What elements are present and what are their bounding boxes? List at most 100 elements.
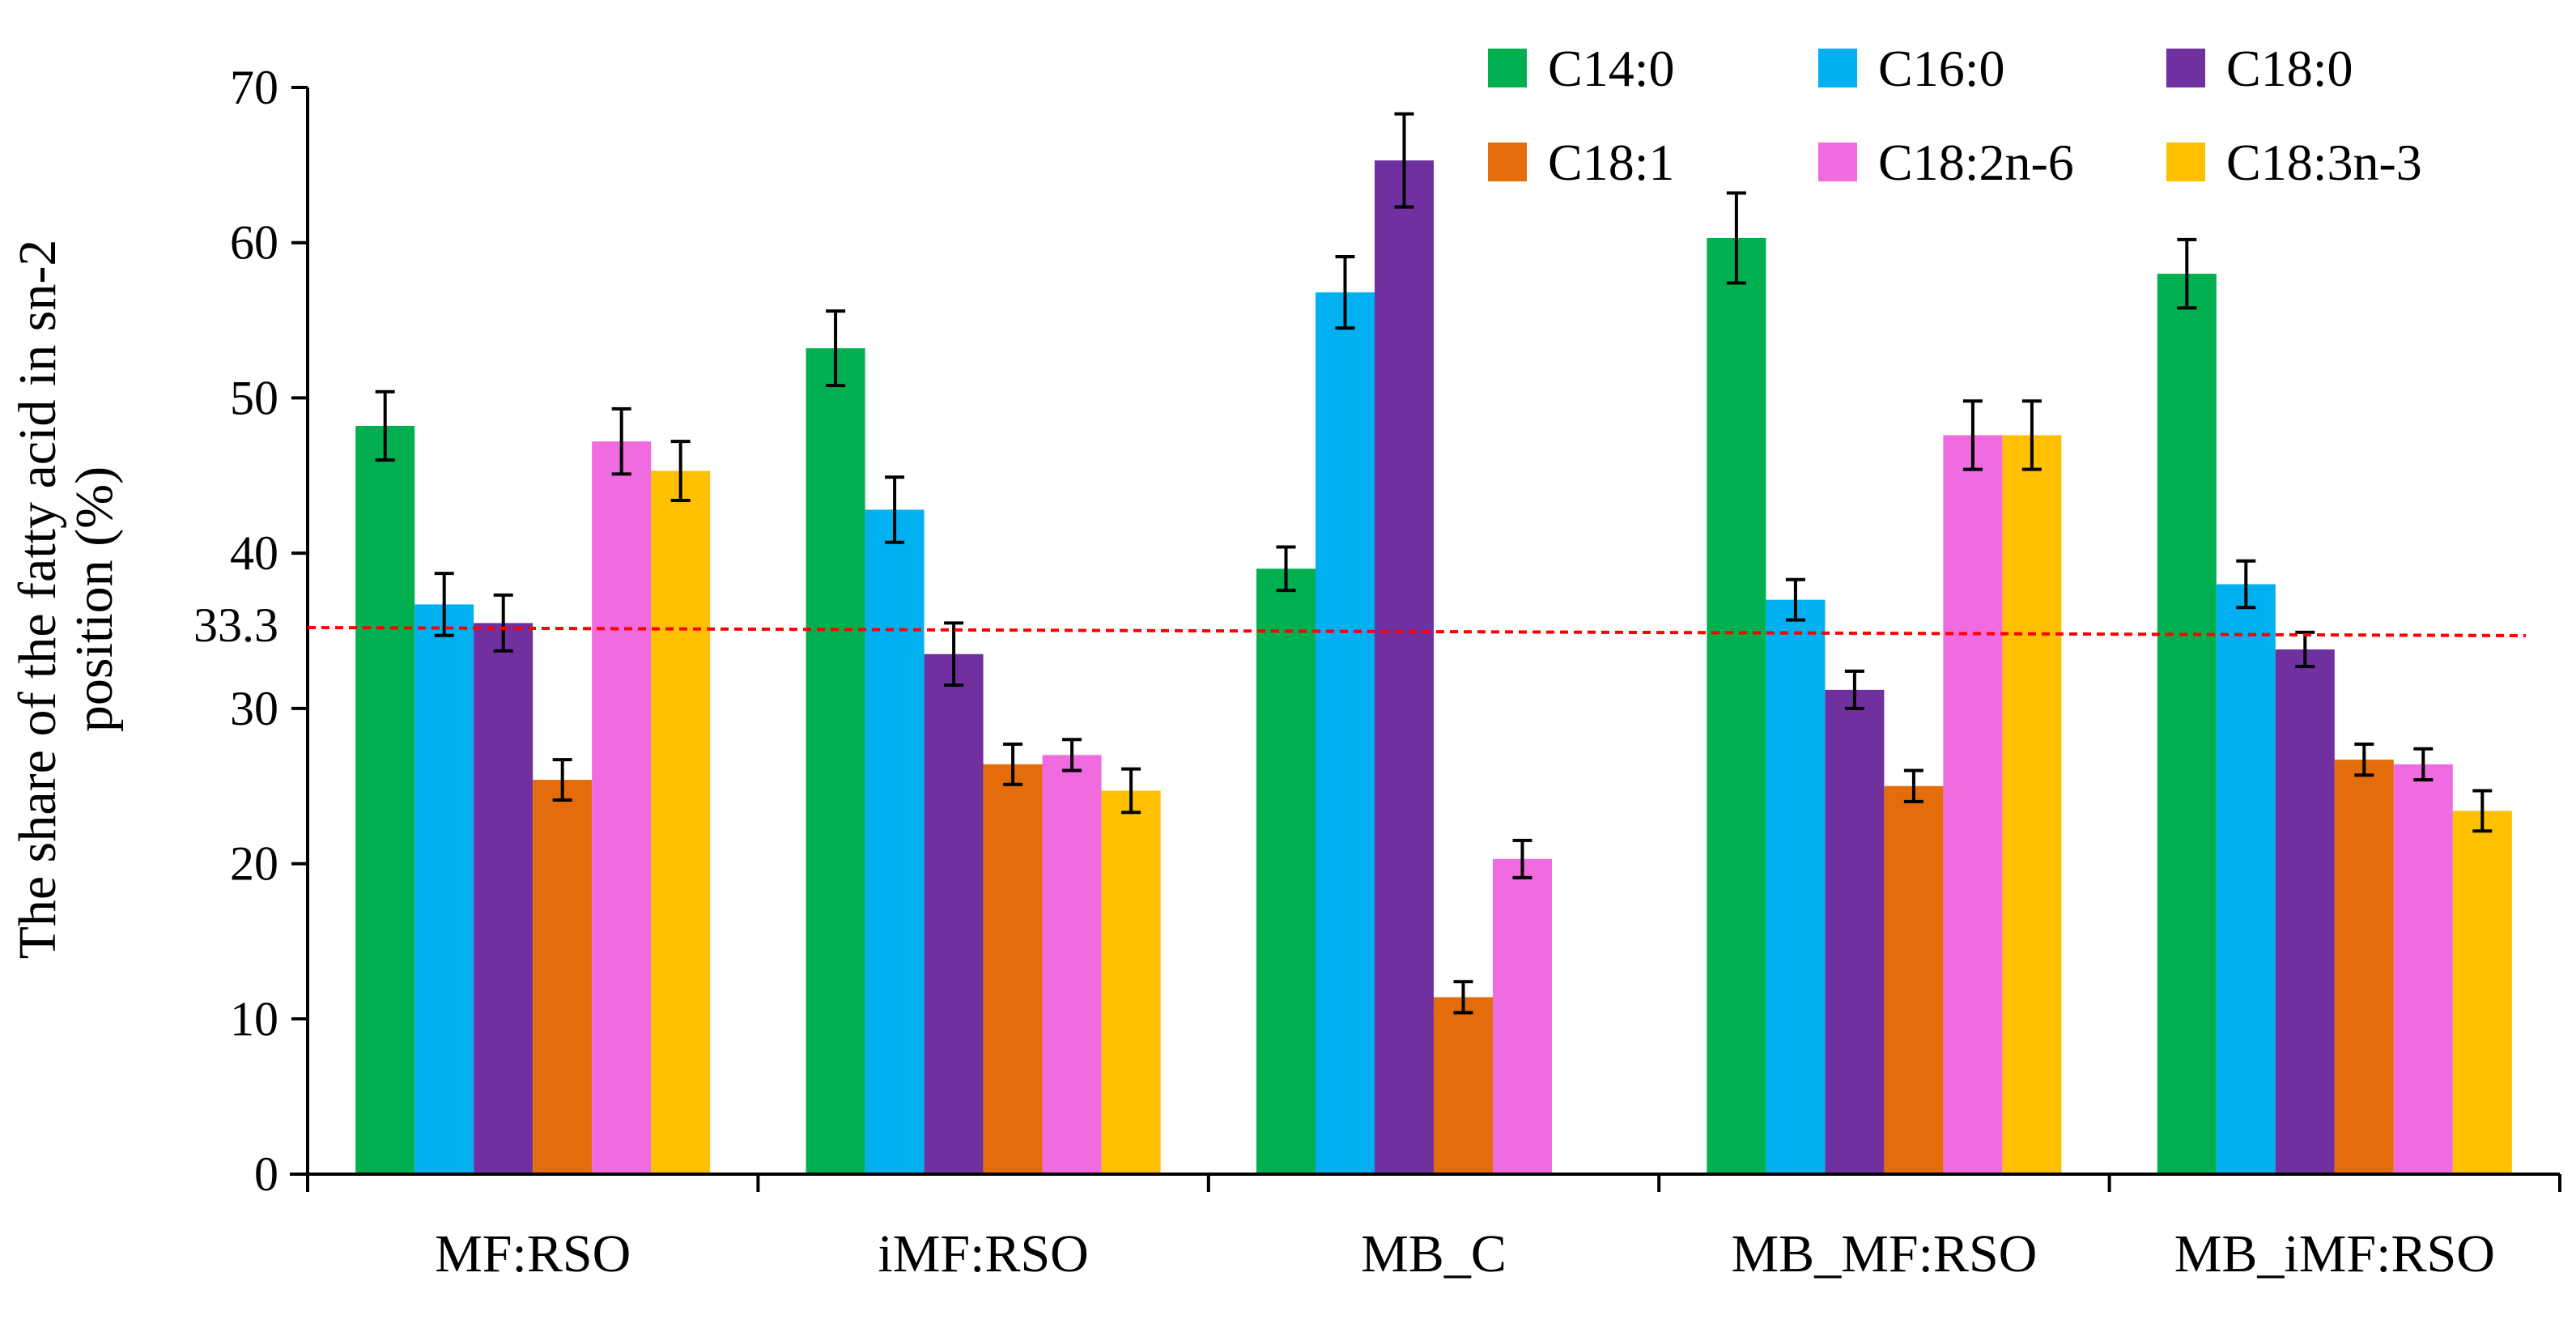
x-category-label-imf-rso: iMF:RSO [878,1224,1088,1283]
bar-mb-mf-rso-c16-0 [1766,599,1826,1174]
legend: C14:0 C16:0 C18:0 C18:1 C18:2n-6 C18:3n-3 [1488,40,2422,191]
y-ticks-layer: 0 10 20 30 40 50 60 70 [230,61,308,1201]
bar-imf-rso-c16-0 [865,509,925,1174]
error-bar-mb-imf-rso-c18-2n-6 [2413,747,2434,782]
legend-item-c18-0: C18:0 [2166,40,2353,97]
error-bar-mf-rso-c16-0 [434,572,454,637]
bar-mb-mf-rso-c18-0 [1825,689,1885,1174]
bar-mb-imf-rso-c18-1 [2334,760,2394,1174]
legend-swatch-c18-1 [1488,143,1527,181]
y-tick-label-10: 10 [230,992,278,1045]
bar-mf-rso-c16-0 [414,604,474,1174]
error-bar-mb-mf-rso-c16-0 [1785,577,1805,622]
legend-item-c14-0: C14:0 [1488,40,1674,97]
bar-mf-rso-c18-2n-6 [592,441,652,1174]
error-bar-imf-rso-c18-0 [944,621,964,687]
y-tick-label-40: 40 [230,526,278,580]
error-bar-mb-mf-rso-c18-1 [1903,768,1923,803]
y-tick-label-30: 30 [230,682,278,735]
error-bar-mb-mf-rso-c18-3n-3 [2021,399,2042,471]
legend-swatch-c16-0 [1818,49,1857,87]
legend-label-c18-0: C18:0 [2226,40,2353,97]
x-category-label-mb-mf-rso: MB_MF:RSO [1731,1224,2037,1283]
legend-swatch-c18-2n-6 [1818,143,1857,181]
bar-mb-mf-rso-c14-0 [1707,237,1766,1174]
bar-mb-mf-rso-c18-2n-6 [1943,435,2003,1174]
bar-mf-rso-c18-0 [474,623,533,1174]
legend-swatch-c14-0 [1488,49,1527,87]
legend-swatch-c18-0 [2166,49,2205,87]
y-tick-label-0: 0 [254,1147,278,1201]
bar-mb-c-c16-0 [1316,292,1375,1174]
y-axis-title-line-1: The share of the fatty acid in sn-2 [8,240,67,960]
error-bar-mf-rso-c18-0 [493,593,513,653]
bar-mf-rso-c18-3n-3 [651,470,711,1174]
bar-imf-rso-c18-0 [924,653,984,1174]
bar-mb-imf-rso-c18-0 [2275,649,2335,1174]
error-bar-mb-mf-rso-c18-0 [1844,669,1864,710]
error-bar-mf-rso-c14-0 [375,389,395,462]
reference-line-layer: 33.3 [193,598,2527,652]
error-bar-imf-rso-c18-2n-6 [1062,738,1082,773]
bar-mb-c-c18-0 [1375,160,1434,1174]
legend-label-c18-2n-6: C18:2n-6 [1878,134,2074,191]
error-bar-mb-imf-rso-c14-0 [2177,237,2197,310]
error-bar-mb-c-c18-1 [1453,980,1473,1015]
y-tick-label-60: 60 [230,216,278,270]
reference-line-label: 33.3 [193,598,278,652]
y-tick-label-50: 50 [230,371,278,424]
bar-mf-rso-c18-1 [533,780,593,1174]
bar-mb-mf-rso-c18-1 [1884,785,1944,1174]
legend-item-c18-1: C18:1 [1488,134,1674,191]
error-bar-imf-rso-c18-1 [1003,742,1023,786]
error-bars-layer [375,112,2493,1015]
bar-mb-imf-rso-c16-0 [2216,584,2276,1174]
legend-label-c14-0: C14:0 [1548,40,1674,97]
error-bar-mb-imf-rso-c16-0 [2236,559,2256,610]
error-bar-mb-imf-rso-c18-0 [2295,630,2315,669]
bar-mb-c-c18-1 [1434,997,1493,1174]
legend-label-c16-0: C16:0 [1878,40,2004,97]
error-bar-mb-c-c16-0 [1335,254,1355,330]
bar-mb-c-c18-2n-6 [1493,858,1552,1174]
bar-imf-rso-c18-3n-3 [1101,790,1161,1174]
x-category-label-mb-c: MB_C [1361,1224,1507,1283]
legend-item-c18-2n-6: C18:2n-6 [1818,134,2074,191]
error-bar-mf-rso-c18-1 [552,758,572,802]
x-category-label-mb-imf-rso: MB_iMF:RSO [2174,1224,2495,1283]
x-category-label-mf-rso: MF:RSO [435,1224,631,1283]
y-tick-label-70: 70 [230,61,278,114]
error-bar-mb-mf-rso-c14-0 [1726,191,1746,285]
axes-layer [290,87,2560,1192]
bar-imf-rso-c14-0 [806,348,865,1175]
bar-mb-imf-rso-c18-3n-3 [2452,811,2512,1174]
reference-line-33-3 [307,626,2527,637]
bar-mb-imf-rso-c18-2n-6 [2393,764,2453,1174]
bar-mb-imf-rso-c14-0 [2157,274,2217,1174]
y-tick-label-20: 20 [230,837,278,891]
error-bar-imf-rso-c14-0 [826,309,846,388]
bar-imf-rso-c18-1 [983,764,1043,1174]
y-axis-title: The share of the fatty acid in sn-2 posi… [8,240,124,960]
legend-item-c16-0: C16:0 [1818,40,2004,97]
error-bar-mf-rso-c18-3n-3 [670,440,691,502]
error-bar-mb-mf-rso-c18-2n-6 [1962,399,1983,471]
error-bar-mb-c-c18-0 [1394,112,1414,209]
legend-label-c18-1: C18:1 [1548,134,1674,191]
error-bar-imf-rso-c16-0 [885,475,905,544]
error-bar-mb-imf-rso-c18-3n-3 [2472,789,2493,833]
error-bar-mb-c-c14-0 [1276,545,1296,593]
bar-imf-rso-c18-2n-6 [1042,755,1102,1174]
error-bar-mf-rso-c18-2n-6 [611,406,631,476]
y-axis-title-line-2: position (%) [65,466,124,732]
bar-mb-mf-rso-c18-3n-3 [2002,435,2062,1174]
bar-mf-rso-c14-0 [355,425,415,1174]
bars-layer [355,160,2512,1175]
bar-mb-c-c14-0 [1256,568,1316,1174]
error-bar-imf-rso-c18-3n-3 [1121,767,1141,815]
legend-swatch-c18-3n-3 [2166,143,2205,181]
legend-label-c18-3n-3: C18:3n-3 [2226,134,2422,191]
error-bar-mb-imf-rso-c18-1 [2354,742,2374,777]
legend-item-c18-3n-3: C18:3n-3 [2166,134,2422,191]
